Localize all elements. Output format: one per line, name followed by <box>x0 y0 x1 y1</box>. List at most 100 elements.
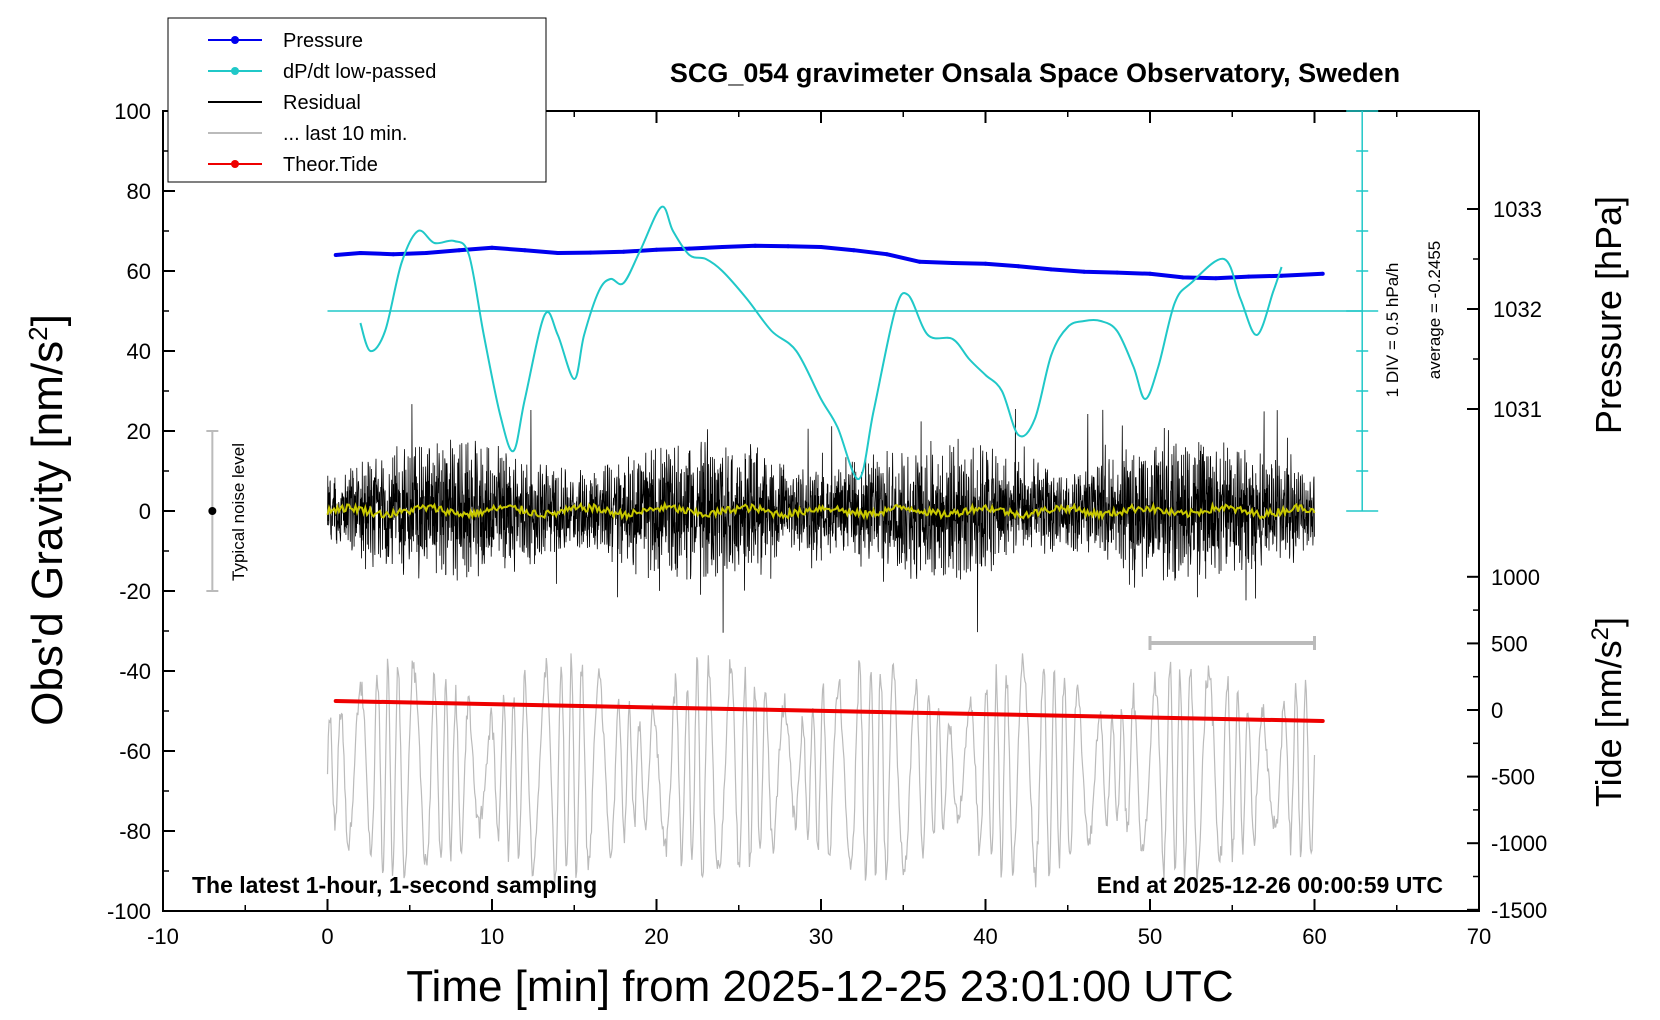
y-axis-gravity: 100 80 60 40 20 0 -20 -40 -60 -80 -100 <box>107 99 175 924</box>
series-point-2 <box>333 699 338 703</box>
y-axis-label-tide-close: ] <box>1588 617 1629 627</box>
x-tick-label: 0 <box>321 924 333 949</box>
legend: Pressure dP/dt low-passed Residual ... last… <box>167 17 547 183</box>
series-point-0 <box>555 251 560 255</box>
tide-tick-label: 1000 <box>1491 565 1540 590</box>
series-line-1 <box>359 205 1283 481</box>
y-axis-label-gravity: Obs'd Gravity [nm/s2] <box>23 314 72 726</box>
dpdt-scale-label: 1 DIV = 0.5 hPa/h <box>1383 263 1402 398</box>
series-point-0 <box>424 251 429 255</box>
series-point-0 <box>720 245 725 249</box>
series-point-0 <box>358 251 363 255</box>
tide-tick-label: -1000 <box>1491 831 1547 856</box>
legend-marker-4 <box>231 160 239 168</box>
pressure-tick-label: 1031 <box>1493 397 1542 422</box>
series-point-0 <box>1115 270 1120 275</box>
series-point-0 <box>333 253 338 257</box>
legend-marker-0 <box>231 36 239 44</box>
series-point-0 <box>654 247 659 252</box>
x-tick-label: 10 <box>480 924 504 949</box>
legend-label-3: ... last 10 min. <box>283 123 408 145</box>
y-tick-label: 60 <box>127 259 151 284</box>
legend-label-0: Pressure <box>283 30 363 52</box>
series-layer <box>333 205 1325 723</box>
y-axis-label-tide-text: Tide [nm/s <box>1588 640 1629 807</box>
annotation-bottom-left: The latest 1-hour, 1-second sampling <box>192 872 597 898</box>
noise-level-label: Typical noise level <box>229 443 248 581</box>
y-tick-label: -80 <box>119 819 151 844</box>
series-point-0 <box>687 246 692 251</box>
residual-trace <box>326 404 1316 633</box>
series-point-0 <box>1082 269 1087 274</box>
tide-tick-label: 500 <box>1491 631 1528 656</box>
series-point-2 <box>1320 719 1325 723</box>
y-tick-label: 100 <box>114 99 151 124</box>
series-point-0 <box>1213 276 1218 281</box>
y-axis-label-gravity-close: ] <box>23 314 72 326</box>
series-point-0 <box>884 252 889 257</box>
series-point-0 <box>1049 267 1054 272</box>
y-axis-pressure: 1033 1032 1031 <box>1467 197 1542 422</box>
y-axis-label-pressure: Pressure [hPa] <box>1588 196 1629 434</box>
last-10-min-line <box>326 653 1316 888</box>
dpdt-scale-axis <box>327 110 1379 512</box>
series-point-0 <box>490 245 494 250</box>
series-point-0 <box>917 259 922 264</box>
x-tick-label: 50 <box>1138 924 1162 949</box>
series-point-0 <box>1320 271 1325 276</box>
series-point-0 <box>621 249 626 254</box>
y-axis-label-gravity-text: Obs'd Gravity [nm/s <box>23 341 72 726</box>
legend-box <box>167 17 547 183</box>
dpdt-average-label: average = -0.2455 <box>1425 241 1444 379</box>
x-tick-label: -10 <box>147 924 179 949</box>
series-point-0 <box>1279 273 1284 278</box>
series-point-0 <box>588 250 593 255</box>
series-point-0 <box>391 252 396 257</box>
series-point-0 <box>851 248 856 253</box>
legend-marker-1 <box>231 67 239 75</box>
series-point-0 <box>983 261 988 266</box>
tide-tick-label: -1500 <box>1491 898 1547 923</box>
last-10-min-span-bar <box>1148 636 1316 650</box>
series-point-0 <box>950 261 955 265</box>
chart-title: SCG_054 gravimeter Onsala Space Observat… <box>670 58 1400 88</box>
y-tick-label: 80 <box>127 179 151 204</box>
noise-bar-center-dot <box>208 507 217 515</box>
series-point-0 <box>522 248 527 253</box>
tide-tick-label: 0 <box>1491 698 1503 723</box>
noise-level-indicator <box>206 430 219 592</box>
x-tick-label: 70 <box>1467 924 1491 949</box>
pressure-tick-label: 1033 <box>1493 197 1542 222</box>
y-axis-label-tide: Tide [nm/s2] <box>1587 617 1630 807</box>
y-tick-label: 0 <box>139 499 151 524</box>
y-tick-label: -40 <box>119 659 151 684</box>
legend-label-4: Theor.Tide <box>283 154 378 176</box>
tide-tick-label: -500 <box>1491 765 1535 790</box>
y-tick-label: 20 <box>127 419 151 444</box>
x-tick-label: 30 <box>809 924 833 949</box>
series-line-2 <box>335 699 1323 723</box>
series-point-0 <box>1148 271 1152 276</box>
series-point-0 <box>457 248 462 253</box>
legend-label-1: dP/dt low-passed <box>283 61 436 83</box>
y-axis-label-tide-sup: 2 <box>1587 627 1614 640</box>
y-tick-label: 40 <box>127 339 151 364</box>
legend-label-2: Residual <box>283 92 361 114</box>
series-point-0 <box>1246 274 1251 279</box>
y-axis-label-gravity-sup: 2 <box>23 326 53 340</box>
y-tick-label: -100 <box>107 899 151 924</box>
series-point-0 <box>1016 264 1021 269</box>
last-10-min-trace <box>326 653 1316 888</box>
series-point-0 <box>786 244 791 249</box>
series-point-0 <box>819 245 823 249</box>
residual-line <box>327 404 1315 633</box>
residual-smoothed-line <box>326 500 1316 522</box>
y-tick-label: -20 <box>119 579 151 604</box>
x-tick-label: 40 <box>973 924 997 949</box>
series-point-0 <box>1180 275 1185 280</box>
x-tick-label: 60 <box>1302 924 1326 949</box>
y-tick-label: -60 <box>119 739 151 764</box>
x-tick-label: 20 <box>644 924 668 949</box>
annotation-bottom-right: End at 2025-12-26 00:00:59 UTC <box>1097 872 1443 898</box>
